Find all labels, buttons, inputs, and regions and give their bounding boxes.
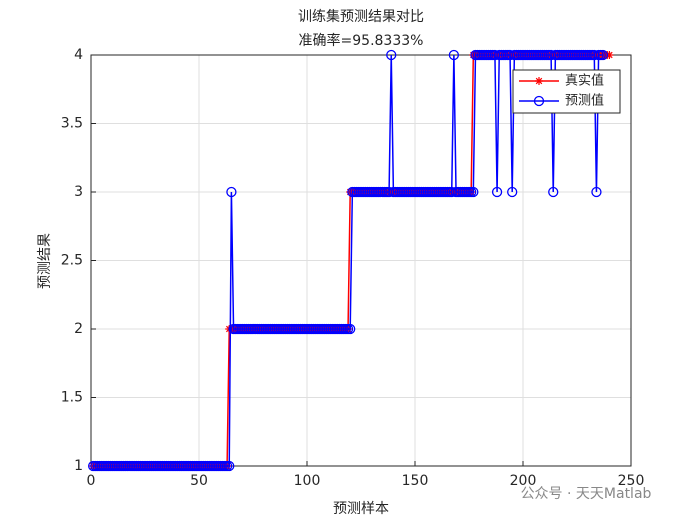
watermark: 公众号 · 天天Matlab — [521, 486, 652, 502]
data-point — [386, 49, 397, 61]
x-tick-label: 250 — [618, 473, 645, 489]
y-tick-label: 1 — [74, 458, 83, 474]
data-point — [345, 323, 356, 335]
data-point — [597, 49, 609, 61]
x-tick-label: 100 — [294, 473, 321, 489]
legend-marker — [535, 77, 543, 85]
y-axis-label: 预测结果 — [37, 233, 53, 289]
data-point — [605, 51, 614, 59]
y-tick-label: 4 — [74, 47, 83, 63]
data-point — [548, 186, 559, 198]
x-tick-label: 50 — [190, 473, 208, 489]
y-tick-label: 2 — [74, 321, 83, 337]
axes-box — [90, 54, 632, 467]
data-point — [591, 186, 602, 198]
legend-label: 预测值 — [565, 93, 604, 109]
data-point — [448, 49, 460, 61]
y-tick-label: 3 — [74, 184, 83, 200]
y-tick-label: 2.5 — [61, 253, 83, 269]
legend-marker — [533, 95, 545, 107]
data-point — [507, 186, 518, 198]
x-tick-label: 150 — [402, 473, 429, 489]
x-tick-label: 0 — [87, 473, 96, 489]
data-point — [224, 460, 235, 472]
data-point — [226, 186, 237, 198]
legend-label: 真实值 — [565, 73, 604, 89]
y-tick-label: 1.5 — [61, 390, 83, 406]
chart-title: 训练集预测结果对比 — [298, 8, 424, 25]
data-point — [491, 186, 503, 198]
x-axis-label: 预测样本 — [333, 501, 389, 517]
x-tick-label: 200 — [510, 473, 537, 489]
y-tick-label: 3.5 — [61, 116, 83, 132]
data-point — [468, 186, 479, 198]
chart-subtitle: 准确率=95.8333% — [299, 32, 424, 49]
legend-box — [512, 69, 621, 114]
